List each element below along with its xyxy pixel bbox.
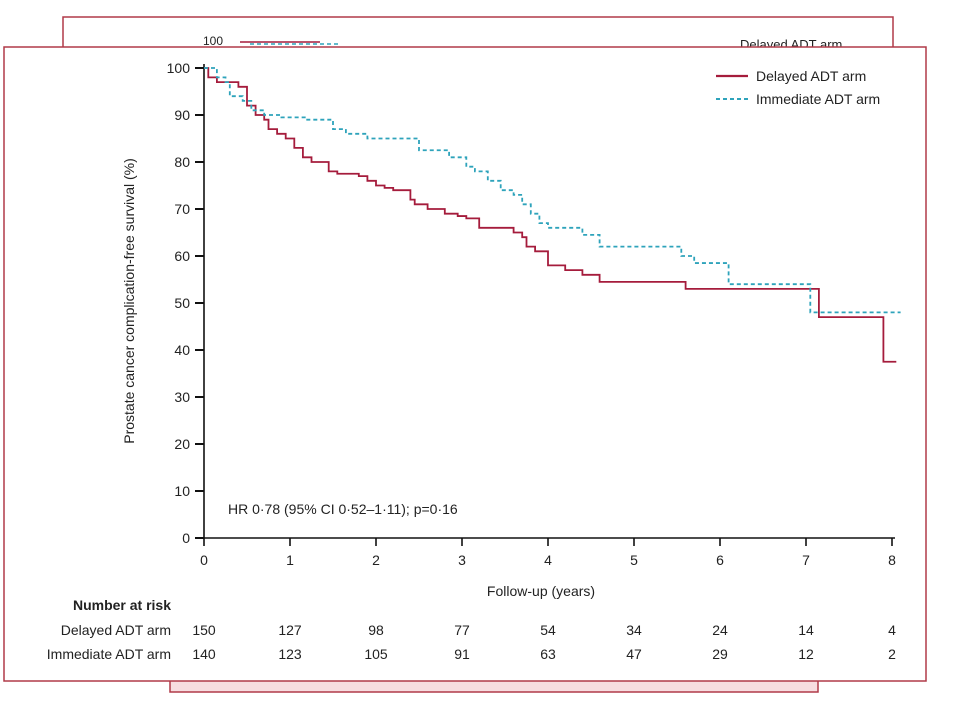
immediate-adt-curve — [204, 67, 901, 314]
y-tick-label: 90 — [174, 107, 190, 123]
risk-value: 47 — [626, 646, 642, 662]
risk-value: 14 — [798, 622, 814, 638]
y-tick-label: 40 — [174, 342, 190, 358]
risk-value: 123 — [278, 646, 302, 662]
risk-value: 77 — [454, 622, 470, 638]
x-tick-label: 2 — [372, 552, 380, 568]
risk-value: 105 — [364, 646, 388, 662]
y-tick-label: 20 — [174, 436, 190, 452]
risk-value: 150 — [192, 622, 216, 638]
risk-table-title: Number at risk — [73, 597, 171, 613]
y-axis-label: Prostate cancer complication-free surviv… — [121, 158, 137, 444]
risk-value: 12 — [798, 646, 814, 662]
hr-annotation: HR 0·78 (95% CI 0·52–1·11); p=0·16 — [228, 501, 458, 517]
risk-value: 54 — [540, 622, 556, 638]
x-tick-label: 3 — [458, 552, 466, 568]
y-tick-label: 80 — [174, 154, 190, 170]
main-panel — [3, 46, 927, 682]
x-axis-label: Follow-up (years) — [487, 583, 595, 599]
x-tick-label: 7 — [802, 552, 810, 568]
y-tick-label: 50 — [174, 295, 190, 311]
x-tick-label: 0 — [200, 552, 208, 568]
risk-row-label-immediate: Immediate ADT arm — [47, 646, 171, 662]
x-tick-label: 4 — [544, 552, 552, 568]
risk-value: 24 — [712, 622, 728, 638]
risk-values: 150 127 98 77 54 34 24 14 4 140 123 105 91 63 47 29 12 2 — [192, 622, 896, 662]
x-tick-label: 6 — [716, 552, 724, 568]
risk-value: 127 — [278, 622, 302, 638]
risk-value: 34 — [626, 622, 642, 638]
legend-label-immediate: Immediate ADT arm — [756, 91, 880, 107]
risk-value: 29 — [712, 646, 728, 662]
risk-value: 4 — [888, 622, 896, 638]
risk-value: 98 — [368, 622, 384, 638]
risk-value: 140 — [192, 646, 216, 662]
x-tick-label: 1 — [286, 552, 294, 568]
risk-value: 91 — [454, 646, 470, 662]
y-tick-label: 0 — [182, 530, 190, 546]
delayed-adt-curve — [204, 67, 897, 363]
behind-panel-tick-label: 100 — [203, 34, 223, 48]
risk-table: Number at risk Delayed ADT arm Immediate… — [47, 597, 896, 662]
y-tick-label: 10 — [174, 483, 190, 499]
plot-area: 0 10 20 30 40 50 60 70 80 90 100 0 1 2 3 4 5 6 7 8 — [167, 60, 901, 568]
legend-label-delayed: Delayed ADT arm — [756, 68, 866, 84]
y-tick-label: 70 — [174, 201, 190, 217]
y-tick-label: 30 — [174, 389, 190, 405]
legend: Delayed ADT arm Immediate ADT arm — [716, 68, 880, 107]
risk-value: 63 — [540, 646, 556, 662]
x-tick-label: 8 — [888, 552, 896, 568]
y-tick-label: 100 — [167, 60, 191, 76]
risk-value: 2 — [888, 646, 896, 662]
x-tick-label: 5 — [630, 552, 638, 568]
y-tick-label: 60 — [174, 248, 190, 264]
risk-row-label-delayed: Delayed ADT arm — [61, 622, 171, 638]
